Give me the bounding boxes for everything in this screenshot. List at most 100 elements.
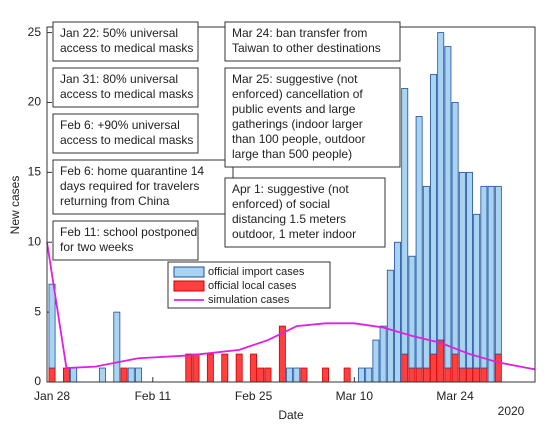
bar bbox=[70, 367, 78, 383]
bar bbox=[422, 367, 430, 383]
bar bbox=[185, 353, 193, 383]
bar bbox=[113, 311, 121, 383]
annotation-text: returning from China bbox=[60, 194, 170, 208]
bar bbox=[451, 102, 459, 355]
bar bbox=[322, 367, 330, 383]
annotation-box bbox=[52, 159, 234, 215]
annotation-text: access to medical masks bbox=[60, 133, 193, 147]
annotation-text: Apr 1: suggestive (not bbox=[232, 182, 349, 196]
annotation-text: access to medical masks bbox=[60, 87, 193, 101]
bar bbox=[458, 171, 466, 369]
bar bbox=[235, 353, 243, 383]
bar bbox=[120, 367, 128, 383]
bar bbox=[286, 367, 294, 383]
annotation-box bbox=[52, 67, 199, 108]
annotation-text: enforced) cancellation of bbox=[232, 87, 363, 101]
bar bbox=[365, 367, 373, 383]
annotation-text: Feb 6: +90% universal bbox=[60, 118, 180, 132]
bar bbox=[250, 353, 258, 383]
annotation-text: gatherings (indoor larger bbox=[232, 117, 363, 131]
bar bbox=[494, 353, 502, 383]
annotation-box bbox=[224, 177, 386, 248]
bar bbox=[422, 185, 430, 369]
legend-label: official import cases bbox=[208, 266, 305, 278]
bar bbox=[451, 353, 459, 383]
bar bbox=[437, 339, 445, 383]
bar bbox=[48, 283, 56, 369]
bar bbox=[415, 116, 423, 369]
annotation-text: outdoor, 1 meter indoor bbox=[232, 227, 356, 241]
bar bbox=[444, 46, 452, 369]
bar bbox=[401, 353, 409, 383]
bar bbox=[264, 367, 272, 383]
bar bbox=[257, 367, 265, 383]
annotation-text: Mar 24: ban transfer from bbox=[232, 26, 367, 40]
annotation-text: Mar 25: suggestive (not bbox=[232, 72, 358, 86]
bar bbox=[206, 353, 214, 383]
bar bbox=[473, 367, 481, 383]
bar bbox=[221, 353, 229, 383]
annotation-box bbox=[52, 220, 199, 261]
annotation-text: enforced) of social bbox=[232, 197, 330, 211]
bar bbox=[358, 367, 365, 383]
y-tick-label: 25 bbox=[28, 25, 42, 39]
bar bbox=[473, 213, 481, 369]
bar bbox=[127, 367, 135, 383]
x-tick-label: Jan 28 bbox=[34, 389, 70, 403]
x-axis-label: Date bbox=[278, 408, 304, 422]
annotation-text: than 100 people, outdoor bbox=[232, 132, 365, 146]
bar bbox=[293, 367, 301, 383]
annotation-box bbox=[52, 113, 199, 154]
x-tick-label: Feb 11 bbox=[135, 389, 172, 403]
annotation-text: Taiwan to other destinations bbox=[232, 41, 381, 55]
legend-swatch bbox=[173, 266, 205, 278]
bar bbox=[192, 353, 200, 383]
annotation-text: access to medical masks bbox=[60, 41, 193, 55]
bar bbox=[480, 367, 488, 383]
y-axis-label: New cases bbox=[8, 176, 22, 235]
bar bbox=[466, 367, 473, 383]
legend-label: official local cases bbox=[208, 280, 297, 292]
bar bbox=[415, 367, 423, 383]
bar bbox=[394, 241, 401, 383]
y-tick-label: 0 bbox=[34, 374, 41, 388]
annotation-text: days required for travelers bbox=[60, 179, 199, 193]
bar bbox=[379, 325, 387, 383]
simulation-line bbox=[46, 242, 536, 371]
annotation-text: Feb 11: school postponed bbox=[60, 225, 197, 239]
bar bbox=[444, 367, 452, 383]
x-tick-label: Mar 24 bbox=[436, 389, 474, 403]
annotation-text: Jan 22: 50% universal bbox=[60, 26, 178, 40]
bar bbox=[372, 339, 380, 383]
bar bbox=[408, 255, 416, 369]
x-year-label: 2020 bbox=[498, 404, 525, 418]
annotation-box bbox=[224, 67, 401, 168]
bar bbox=[466, 171, 473, 369]
bar bbox=[430, 353, 437, 383]
bar bbox=[98, 367, 106, 383]
x-tick-label: Feb 25 bbox=[235, 389, 273, 403]
bar bbox=[62, 367, 70, 383]
legend-swatch bbox=[173, 280, 205, 292]
bar bbox=[48, 367, 56, 383]
y-tick-label: 15 bbox=[28, 165, 42, 179]
annotation-text: public events and large bbox=[232, 102, 356, 116]
y-tick-label: 10 bbox=[28, 234, 42, 248]
annotation-text: Feb 6: home quarantine 14 bbox=[60, 164, 204, 178]
bar bbox=[134, 367, 142, 383]
bar bbox=[480, 185, 488, 369]
annotation-box bbox=[52, 21, 199, 62]
bar bbox=[494, 185, 502, 355]
bar bbox=[437, 32, 445, 341]
bar bbox=[487, 185, 495, 383]
bar bbox=[300, 367, 308, 383]
x-tick-label: Mar 10 bbox=[336, 389, 374, 403]
annotation-text: large than 500 people) bbox=[232, 147, 352, 161]
bar bbox=[408, 367, 416, 383]
bar bbox=[458, 367, 466, 383]
bar bbox=[386, 269, 394, 383]
annotation-text: for two weeks bbox=[60, 240, 133, 254]
y-tick-label: 20 bbox=[28, 95, 42, 109]
bar bbox=[343, 367, 351, 383]
